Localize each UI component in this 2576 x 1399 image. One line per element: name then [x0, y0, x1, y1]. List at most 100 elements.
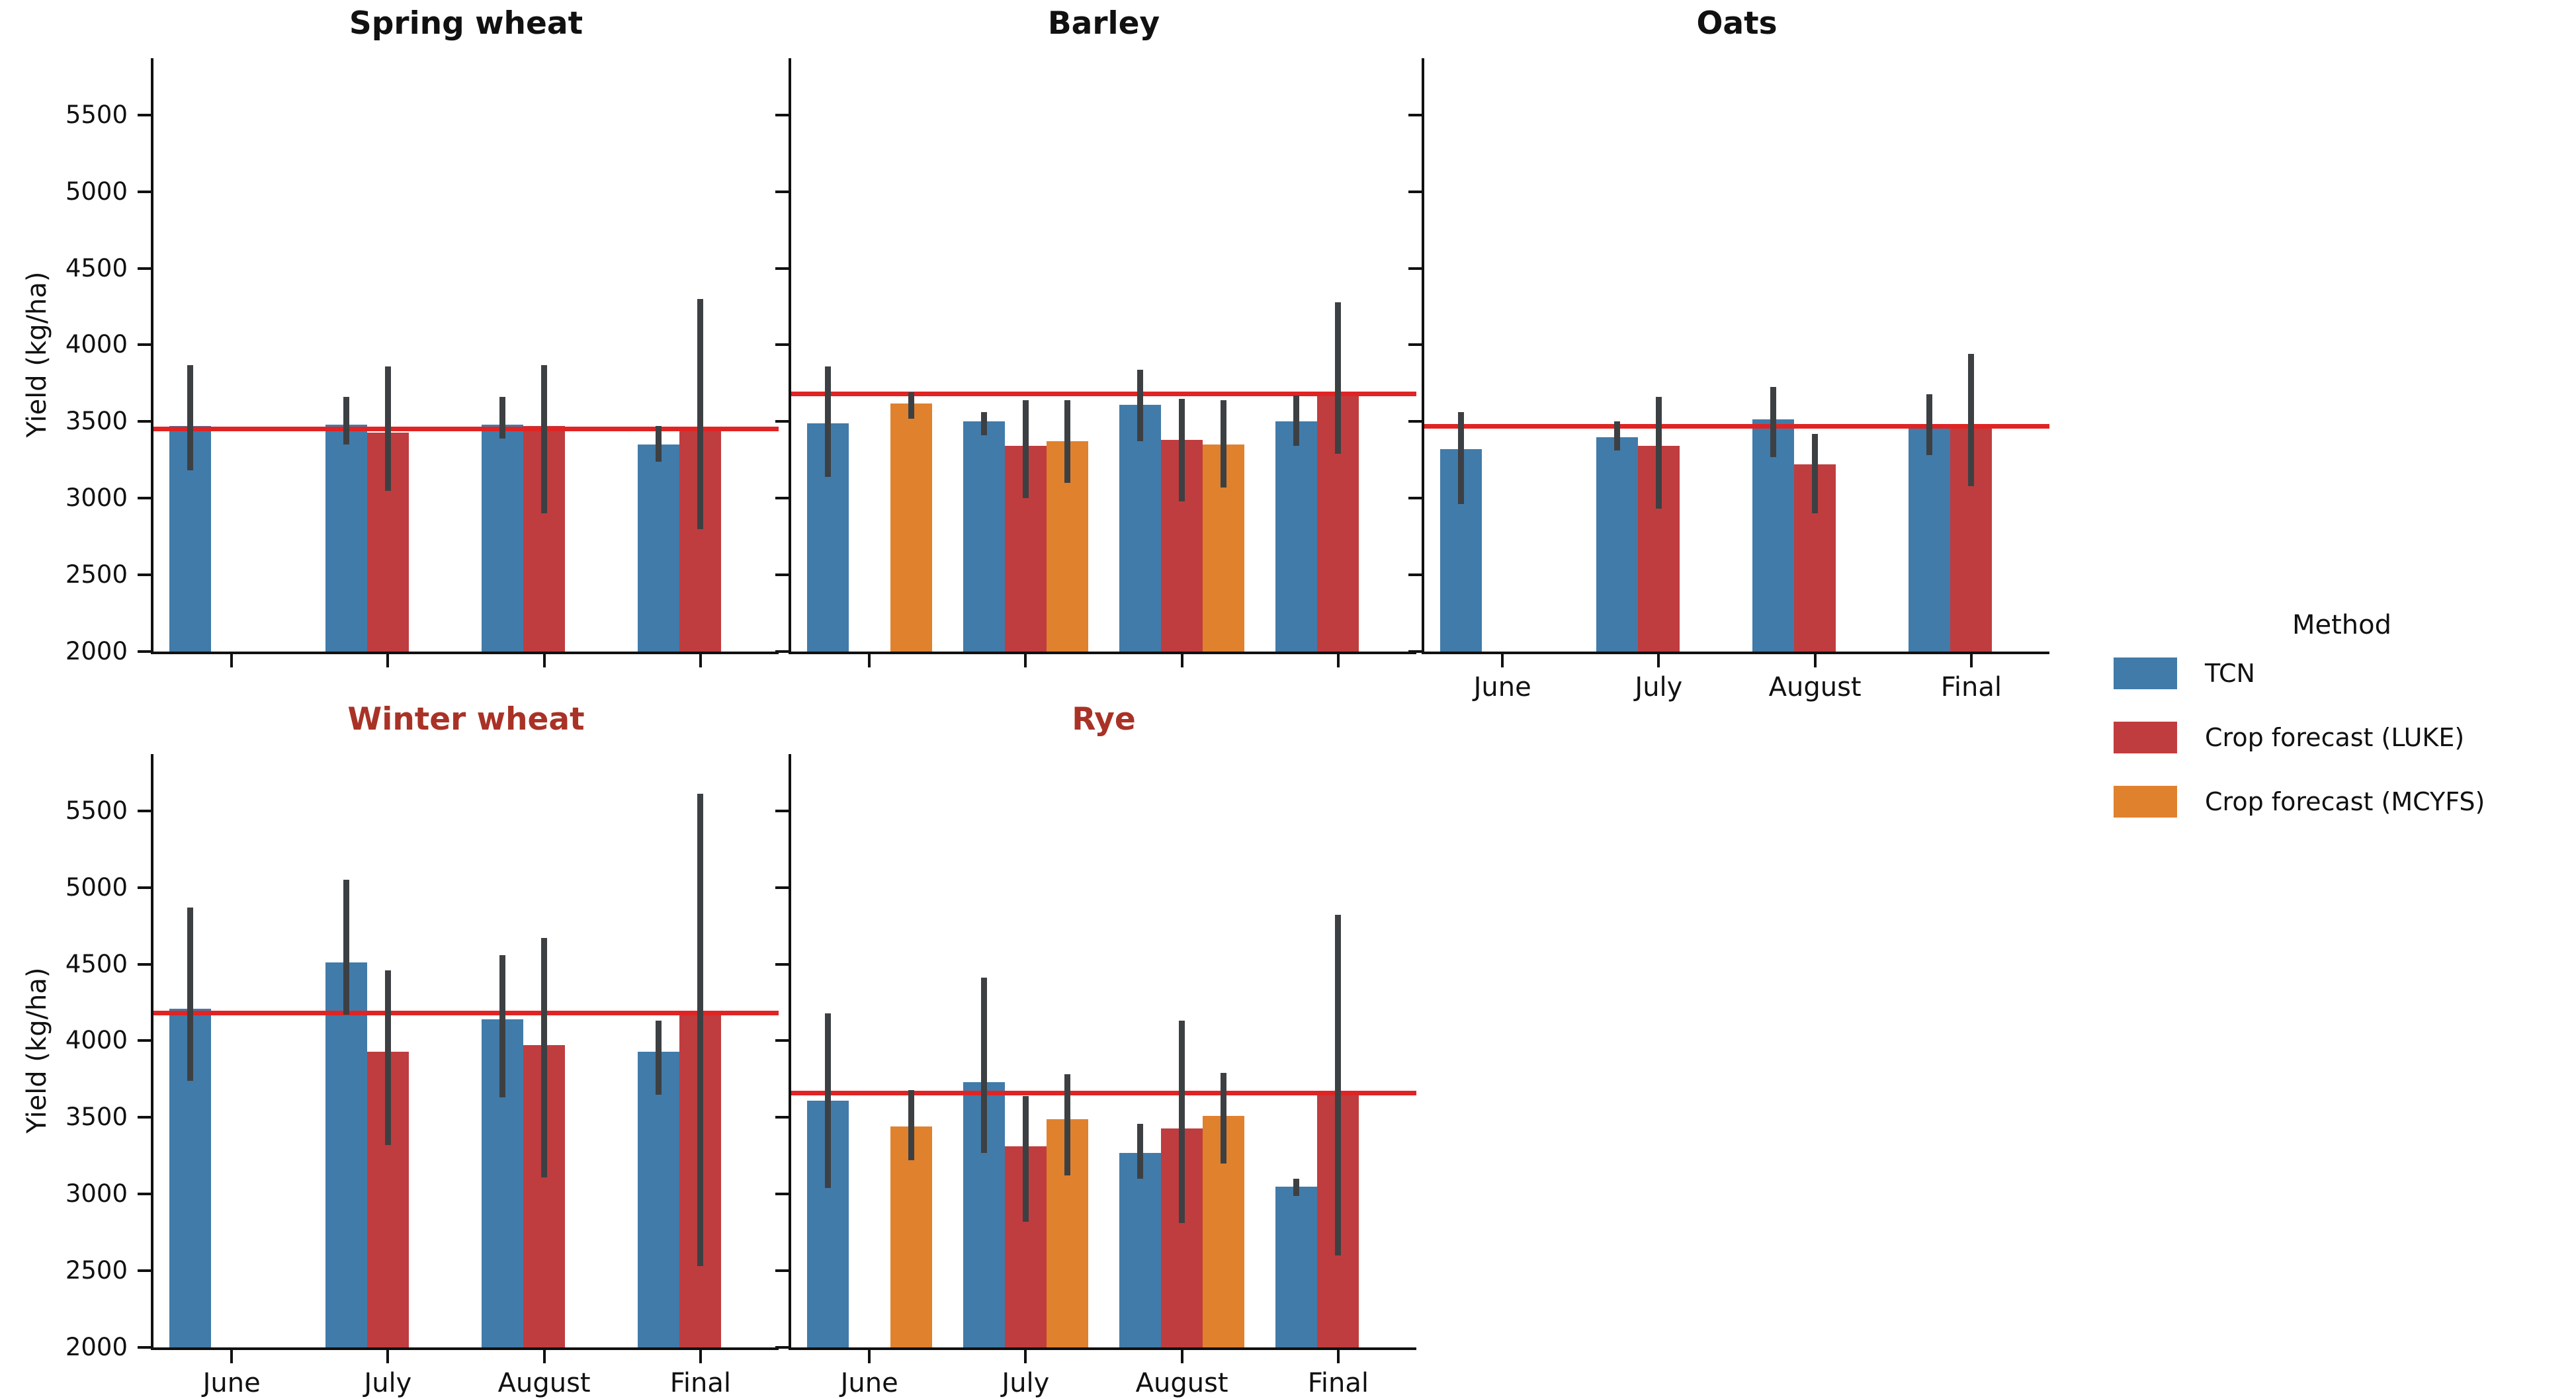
- error-bar-crop-forecast-mcyfs-june: [908, 392, 914, 419]
- y-tick: [138, 573, 151, 577]
- x-tick: [1657, 654, 1660, 667]
- y-tick: [1408, 497, 1422, 500]
- facet-title-winter-wheat: Winter wheat: [347, 701, 585, 738]
- y-tick: [138, 1193, 151, 1196]
- reference-line: [791, 392, 1416, 397]
- y-tick: [775, 886, 789, 889]
- legend-label-crop-forecast-mcyfs: Crop forecast (MCYFS): [2205, 787, 2485, 816]
- bar-tcn-august: [1119, 404, 1162, 652]
- facet-title-rye: Rye: [1072, 701, 1136, 738]
- error-bar-crop-forecast-luke-july: [1022, 400, 1029, 499]
- y-tick: [138, 1269, 151, 1273]
- bar-tcn-august: [1752, 419, 1795, 652]
- x-tick: [386, 1350, 390, 1363]
- x-tick: [542, 1350, 546, 1363]
- bar-tcn-july: [1596, 437, 1638, 652]
- reference-line: [1424, 423, 2049, 429]
- y-tick-label: 3000: [65, 484, 128, 513]
- x-tick: [1024, 654, 1027, 667]
- legend-item-tcn: TCN: [2114, 657, 2570, 689]
- legend-item-crop-forecast-mcyfs: Crop forecast (MCYFS): [2114, 786, 2570, 818]
- error-bar-crop-forecast-luke-august: [1812, 433, 1819, 514]
- x-axis-spine: [789, 652, 1416, 654]
- y-tick: [138, 1039, 151, 1042]
- error-bar-tcn-june: [824, 1013, 831, 1188]
- y-tick: [775, 343, 789, 347]
- y-tick: [138, 113, 151, 116]
- x-tick-label-june: June: [202, 1368, 261, 1398]
- legend-swatch-crop-forecast-mcyfs: [2114, 786, 2177, 818]
- bar-tcn-final: [638, 1051, 680, 1347]
- error-bar-crop-forecast-luke-final: [1335, 302, 1342, 454]
- x-tick: [699, 1350, 702, 1363]
- error-bar-tcn-july: [343, 880, 349, 1015]
- y-tick: [138, 962, 151, 966]
- legend-label-tcn: TCN: [2205, 659, 2255, 688]
- x-tick: [1813, 654, 1817, 667]
- error-bar-tcn-august: [499, 397, 506, 439]
- error-bar-tcn-july: [1613, 421, 1620, 451]
- bar-tcn-final: [638, 445, 680, 652]
- bar-tcn-august: [1119, 1152, 1162, 1347]
- x-tick-label-august: August: [1768, 672, 1862, 702]
- error-bar-crop-forecast-luke-august: [541, 938, 548, 1177]
- error-bar-crop-forecast-mcyfs-august: [1221, 400, 1227, 488]
- y-axis-spine: [789, 754, 791, 1350]
- x-tick-label-june: June: [840, 1368, 898, 1398]
- error-bar-tcn-june: [824, 366, 831, 477]
- x-tick-label-july: July: [1635, 672, 1683, 702]
- error-bar-crop-forecast-luke-august: [541, 364, 548, 514]
- error-bar-tcn-august: [499, 954, 506, 1098]
- error-bar-crop-forecast-luke-august: [1179, 398, 1185, 501]
- y-tick: [138, 267, 151, 270]
- y-tick-label: 2000: [65, 637, 128, 665]
- error-bar-tcn-final: [1293, 395, 1300, 446]
- x-tick: [1969, 654, 1973, 667]
- y-axis-spine: [151, 754, 153, 1350]
- error-bar-crop-forecast-luke-final: [697, 794, 704, 1267]
- x-tick-label-july: July: [1002, 1368, 1050, 1398]
- y-axis-spine: [151, 58, 153, 654]
- error-bar-crop-forecast-luke-august: [1179, 1021, 1185, 1224]
- x-tick: [1501, 654, 1504, 667]
- x-tick: [868, 654, 871, 667]
- y-tick-label: 2000: [65, 1333, 128, 1361]
- y-tick: [775, 650, 789, 653]
- legend-label-crop-forecast-luke: Crop forecast (LUKE): [2205, 723, 2465, 752]
- y-tick: [775, 1346, 789, 1349]
- y-tick: [138, 809, 151, 812]
- facet-title-spring-wheat: Spring wheat: [349, 5, 583, 42]
- bar-tcn-final: [1909, 427, 1951, 652]
- y-tick-label: 3500: [65, 1103, 128, 1132]
- x-tick: [542, 654, 546, 667]
- x-axis-spine: [1422, 652, 2049, 654]
- bar-tcn-july: [963, 421, 1005, 652]
- x-tick: [1336, 1350, 1340, 1363]
- y-tick-label: 5500: [65, 100, 128, 129]
- legend-items: TCN Crop forecast (LUKE) Crop forecast (MC…: [2114, 657, 2570, 818]
- error-bar-tcn-final: [656, 1021, 662, 1095]
- error-bar-crop-forecast-luke-july: [384, 970, 391, 1146]
- y-tick-label: 4000: [65, 330, 128, 359]
- y-tick: [1408, 573, 1422, 577]
- y-tick-label: 5000: [65, 872, 128, 902]
- error-bar-tcn-june: [187, 907, 193, 1081]
- error-bar-tcn-july: [980, 978, 987, 1153]
- y-tick-label: 4000: [65, 1026, 128, 1055]
- bar-tcn-august: [482, 424, 524, 652]
- legend-item-crop-forecast-luke: Crop forecast (LUKE): [2114, 722, 2570, 753]
- error-bar-crop-forecast-luke-final: [1968, 354, 1975, 486]
- x-axis-spine: [789, 1347, 1416, 1350]
- bar-tcn-july: [325, 962, 367, 1347]
- x-axis-spine: [151, 652, 779, 654]
- y-tick: [1408, 650, 1422, 653]
- y-tick: [1408, 113, 1422, 116]
- y-tick: [138, 1346, 151, 1349]
- y-tick: [775, 1193, 789, 1196]
- legend-title: Method: [2292, 610, 2392, 640]
- y-tick-label: 2500: [65, 560, 128, 589]
- error-bar-crop-forecast-mcyfs-june: [908, 1089, 914, 1161]
- bar-crop-forecast-mcyfs-june: [890, 403, 932, 652]
- y-tick: [775, 190, 789, 193]
